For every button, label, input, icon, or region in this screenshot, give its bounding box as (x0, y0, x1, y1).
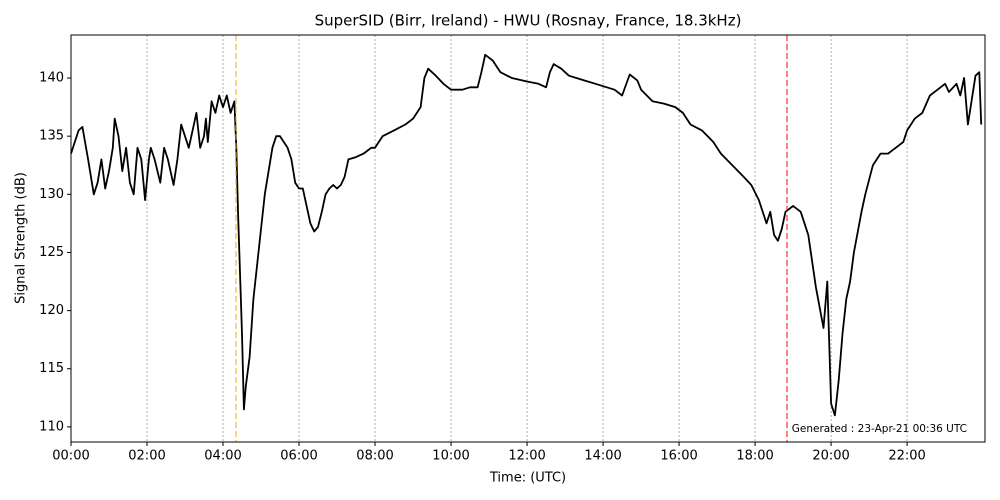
signal-line (70, 53, 983, 417)
x-tick-label: 02:00 (128, 449, 165, 464)
y-axis-label: Signal Strength (dB) (14, 172, 29, 304)
x-tick-label: 14:00 (584, 449, 621, 464)
x-tick-label: 10:00 (432, 449, 469, 464)
y-tick-label: 110 (39, 419, 64, 434)
plot-frame (70, 34, 986, 443)
y-tick-label: 115 (39, 361, 64, 376)
x-tick-label: 12:00 (508, 449, 545, 464)
y-tick-label: 130 (39, 187, 64, 202)
x-tick-label: 20:00 (812, 449, 849, 464)
y-tick-label: 125 (39, 245, 64, 260)
x-tick-label: 16:00 (660, 449, 697, 464)
x-axis-label: Time: (UTC) (489, 471, 566, 486)
y-tick-label: 135 (39, 129, 64, 144)
annotation: Generated : 23-Apr-21 00:36 UTC (792, 423, 967, 435)
y-tick-label: 140 (39, 71, 64, 86)
x-tick-label: 00:00 (52, 449, 89, 464)
x-tick-label: 22:00 (888, 449, 925, 464)
y-tick-label: 120 (39, 303, 64, 318)
x-tick-label: 08:00 (356, 449, 393, 464)
x-tick-label: 06:00 (280, 449, 317, 464)
chart-title: SuperSID (Birr, Ireland) - HWU (Rosnay, … (315, 12, 742, 30)
x-tick-label: 18:00 (736, 449, 773, 464)
x-tick-label: 04:00 (204, 449, 241, 464)
